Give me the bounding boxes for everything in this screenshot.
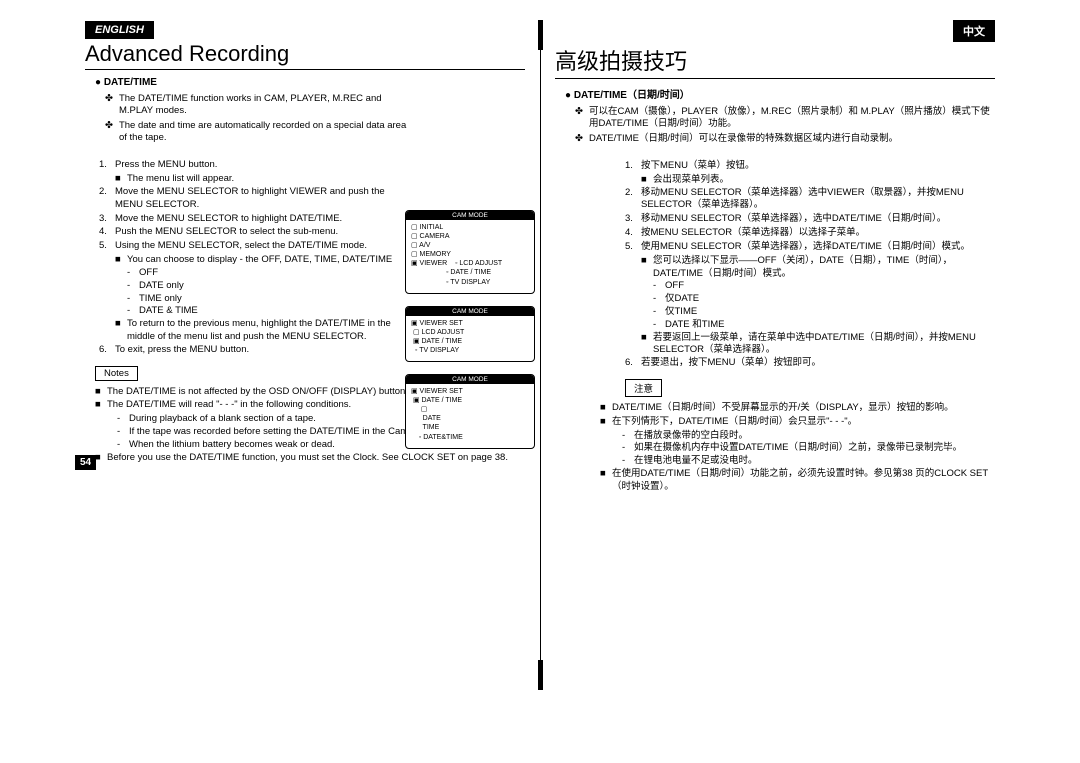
notes-zh: ■DATE/TIME（日期/时间）不受屏幕显示的开/关（DISPLAY，显示）按… [600,402,995,494]
maltese-icon: ✤ [105,120,113,145]
intro-zh: ✤可以在CAM（摄像），PLAYER（放像），M.REC（照片录制）和 M.PL… [575,106,995,145]
menu-diagram: CAM MODE ▢ INITIAL ▢ CAMERA ▢ A/V ▢ MEMO… [405,210,535,461]
manual-page: ENGLISH Advanced Recording ● DATE/TIME ✤… [85,20,995,700]
maltese-icon: ✤ [105,93,113,118]
center-divider [540,20,541,690]
intro-en: ✤The DATE/TIME function works in CAM, PL… [105,93,415,144]
lang-label-zh: 中文 [953,20,995,42]
subhead-en: ● DATE/TIME [95,77,525,88]
title-en: Advanced Recording [85,41,525,69]
english-column: ENGLISH Advanced Recording ● DATE/TIME ✤… [85,20,525,465]
title-zh: 高级拍摄技巧 [555,44,995,78]
maltese-icon: ✤ [575,106,583,131]
steps-zh: 1.按下MENU（菜单）按钮。 ■会出现菜单列表。 2.移动MENU SELEC… [625,160,995,370]
page-number: 54 [75,455,96,470]
chinese-column: 中文 高级拍摄技巧 ● DATE/TIME（日期/时间） ✤可以在CAM（摄像）… [555,20,995,495]
subhead-zh: ● DATE/TIME（日期/时间） [565,86,995,101]
notes-label-en: Notes [95,366,138,381]
steps-en: 1.Press the MENU button. ■The menu list … [99,159,409,356]
notes-label-zh: 注意 [625,379,662,397]
maltese-icon: ✤ [575,133,583,145]
lang-label-en: ENGLISH [85,21,154,39]
